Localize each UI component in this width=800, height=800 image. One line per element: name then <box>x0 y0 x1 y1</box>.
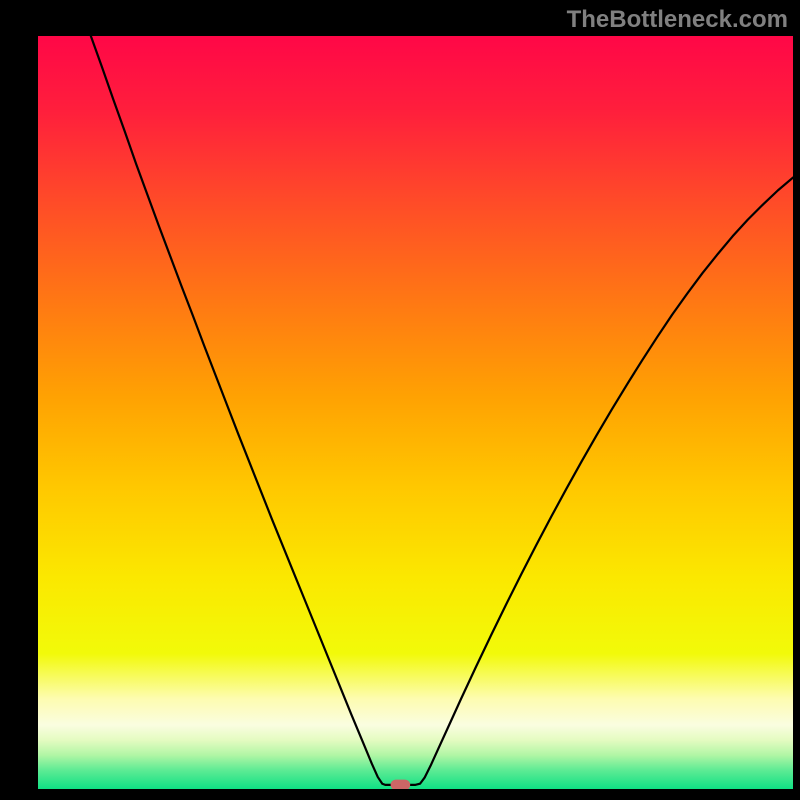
minimum-marker <box>391 780 411 789</box>
gradient-background <box>38 36 793 789</box>
plot-svg <box>38 36 793 789</box>
plot-area <box>38 36 793 789</box>
canvas-root: TheBottleneck.com <box>0 0 800 800</box>
watermark-text: TheBottleneck.com <box>567 6 788 34</box>
